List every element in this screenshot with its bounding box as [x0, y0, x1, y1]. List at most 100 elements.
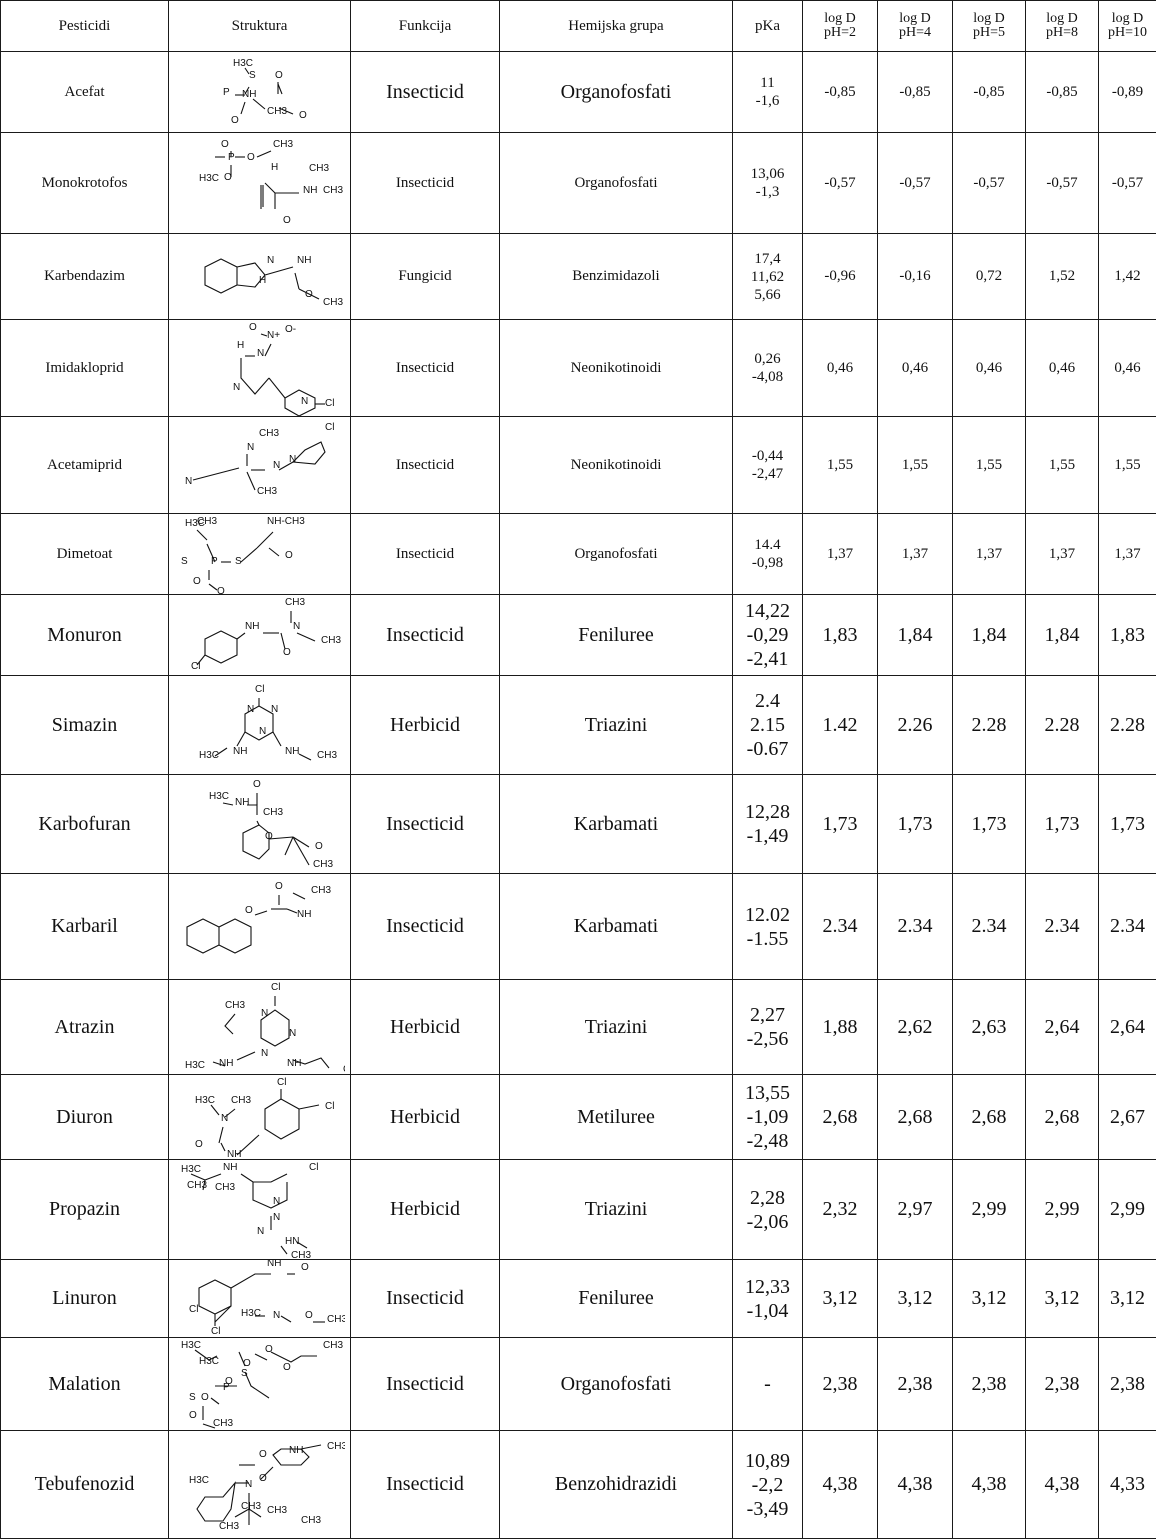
logd-ph5-cell: 2,63 [953, 980, 1026, 1075]
logd-ph4-cell: 0,46 [878, 320, 953, 417]
bond [245, 1372, 269, 1398]
atom-label: CH3 [257, 486, 277, 497]
pka-value: 12,28 [733, 800, 802, 824]
atom-label: S [235, 556, 242, 567]
atom-label: H3C [189, 1475, 209, 1486]
chemical-group-cell: Organofosfati [500, 133, 733, 234]
chemical-group-cell: Organofosfati [500, 514, 733, 595]
logd-ph10-cell: 1,73 [1099, 775, 1156, 874]
atom-label: P [211, 556, 218, 567]
bond [237, 1052, 255, 1060]
bond [297, 633, 315, 641]
atom-label: N [289, 454, 296, 465]
atom-label: NH [297, 255, 311, 266]
pka-value: 12.02 [733, 903, 802, 927]
atom-label: CH3 [323, 297, 343, 308]
bond [269, 548, 279, 556]
pka-value: 2.15 [733, 713, 802, 737]
chemical-group-cell: Organofosfati [500, 1338, 733, 1431]
logd-ph2-cell: 1,37 [803, 514, 878, 595]
atom-label: O [275, 70, 283, 81]
logd-ph4-cell: -0,16 [878, 234, 953, 320]
bond [215, 1306, 231, 1322]
pka-value: -1,6 [733, 92, 802, 110]
function-cell: Insecticid [351, 874, 500, 980]
logd-ph2-cell: 1,83 [803, 595, 878, 676]
atom-label: NH [287, 1058, 301, 1069]
pka-value: -2,06 [733, 1210, 802, 1234]
logd-ph4-cell: 1,55 [878, 417, 953, 514]
atom-label: CH3 [225, 1000, 245, 1011]
function-cell: Herbicid [351, 980, 500, 1075]
pka-value: 2,27 [733, 1003, 802, 1027]
atom-label: O [285, 550, 293, 561]
bond [231, 1274, 271, 1288]
chemical-group-cell: Benzohidrazidi [500, 1431, 733, 1539]
logd-ph5-cell: 4,38 [953, 1431, 1026, 1539]
bond [285, 390, 315, 416]
logd-ph2-cell: 2.34 [803, 874, 878, 980]
logd-ph10-cell: -0,57 [1099, 133, 1156, 234]
atom-label: CH3 [309, 163, 329, 174]
atom-label: NH [297, 909, 311, 920]
logd-ph8-cell: 2,68 [1026, 1075, 1099, 1160]
atom-label: CH3 [323, 1340, 343, 1351]
atom-label: O [201, 1392, 209, 1403]
logd-ph10-cell: 1,42 [1099, 234, 1156, 320]
bond [209, 584, 217, 590]
header-funkcija: Funkcija [351, 1, 500, 52]
chemical-group-cell: Triazini [500, 676, 733, 775]
atom-label: O [283, 1362, 291, 1373]
logd-ph2-cell: -0,85 [803, 52, 878, 133]
logd-ph8-cell: 1,55 [1026, 417, 1099, 514]
atom-label: N [233, 382, 240, 393]
atom-label: N [301, 396, 308, 407]
logd-ph2-cell: 1.42 [803, 676, 878, 775]
function-cell: Insecticid [351, 320, 500, 417]
atom-label: CH3 [267, 1505, 287, 1516]
atom-label: O [221, 139, 229, 150]
pka-value: -0,98 [733, 554, 802, 572]
atom-label: CH3 [321, 635, 341, 646]
logd-ph10-cell: 2,99 [1099, 1160, 1156, 1260]
atom-label: H3C [181, 1340, 201, 1351]
logd-ph8-cell: 1,84 [1026, 595, 1099, 676]
pka-value: -2,48 [733, 1129, 802, 1153]
pesticide-name: Karbendazim [1, 234, 169, 320]
atom-label: H [237, 340, 244, 351]
bond [299, 1105, 319, 1109]
bond [265, 1099, 299, 1139]
pesticide-name: Propazin [1, 1160, 169, 1260]
atom-label: N [247, 442, 254, 453]
bond [241, 358, 269, 394]
atom-label: O [253, 779, 261, 790]
linuron-structure: NHOClH3CNOCH3Cl [175, 1260, 345, 1337]
logd-ph2-cell: 1,55 [803, 417, 878, 514]
logd-ph8-cell: -0,57 [1026, 133, 1099, 234]
chemical-group-cell: Triazini [500, 980, 733, 1075]
pka-value: 12,33 [733, 1275, 802, 1299]
atom-label: N [273, 460, 280, 471]
logd-ph2-cell: -0,96 [803, 234, 878, 320]
bond [281, 1316, 291, 1322]
bond [219, 919, 251, 953]
atom-label: CH3 [215, 1182, 235, 1193]
pka-value: 2.4 [733, 689, 802, 713]
pka-value: -1,04 [733, 1299, 802, 1323]
logd-ph5-cell: 0,72 [953, 234, 1026, 320]
pka-value: -1,09 [733, 1105, 802, 1129]
pesticide-name: Dimetoat [1, 514, 169, 595]
pka-cell: 2,28-2,06 [733, 1160, 803, 1260]
logd-ph5-cell: 2,99 [953, 1160, 1026, 1260]
logd-ph5-cell: 1,84 [953, 595, 1026, 676]
bond [273, 732, 281, 746]
bond [197, 1483, 235, 1521]
